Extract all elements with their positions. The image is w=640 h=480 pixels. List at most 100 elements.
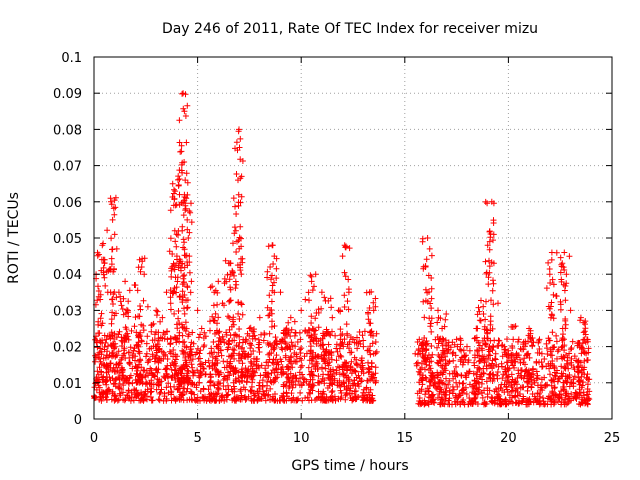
data-point [548, 256, 555, 263]
data-point [325, 362, 332, 369]
data-point [360, 343, 367, 350]
data-point [502, 396, 509, 403]
data-point [143, 350, 150, 357]
data-point [561, 364, 568, 371]
data-point [309, 360, 316, 367]
data-point [302, 395, 309, 401]
y-tick-label: 0.05 [53, 232, 82, 247]
data-point [372, 364, 379, 371]
data-point [201, 397, 208, 404]
data-point [534, 349, 541, 356]
data-point [108, 255, 115, 262]
data-point [194, 307, 201, 314]
data-point [514, 375, 521, 381]
data-point [315, 373, 322, 380]
data-point [231, 224, 238, 231]
data-point [171, 310, 178, 317]
data-point [546, 271, 553, 278]
data-point [173, 321, 180, 328]
data-point [508, 371, 515, 378]
data-point [353, 361, 360, 368]
data-point [305, 364, 312, 371]
data-point [212, 355, 219, 362]
data-point [216, 397, 223, 404]
data-point [554, 355, 560, 362]
data-point [113, 361, 120, 368]
data-point [541, 356, 548, 362]
data-point [182, 202, 189, 209]
data-point [112, 204, 119, 211]
data-point [338, 390, 345, 396]
data-point [225, 372, 231, 379]
data-point [530, 370, 537, 377]
data-point [150, 381, 157, 388]
data-point [584, 357, 591, 363]
data-point [214, 327, 220, 334]
data-point [256, 395, 263, 402]
data-point [233, 378, 240, 384]
data-point [159, 314, 166, 321]
data-point [367, 351, 374, 358]
data-point [459, 389, 466, 396]
data-point [424, 235, 431, 241]
data-point [419, 235, 426, 242]
data-point [341, 269, 348, 276]
data-point [181, 292, 188, 298]
data-point [269, 242, 276, 249]
data-point [561, 342, 568, 349]
data-point [536, 346, 543, 352]
data-point [176, 338, 183, 345]
data-point [366, 394, 373, 401]
data-point [420, 298, 427, 305]
data-point [583, 374, 590, 381]
data-point [550, 291, 557, 298]
data-point [167, 235, 174, 242]
data-point [187, 343, 194, 350]
data-point [567, 307, 574, 314]
data-point [107, 335, 114, 342]
data-point [273, 275, 280, 282]
data-point [114, 352, 121, 359]
data-point [489, 287, 496, 294]
data-point [136, 313, 143, 320]
data-point [520, 393, 527, 400]
data-point [553, 338, 560, 345]
data-point [268, 343, 275, 350]
data-point [422, 341, 429, 348]
data-point [439, 325, 446, 332]
data-point [372, 295, 379, 302]
data-point [495, 342, 502, 349]
data-point [329, 388, 336, 394]
data-point [234, 238, 240, 245]
data-point [187, 209, 194, 216]
data-point [290, 378, 297, 385]
data-point [568, 391, 575, 398]
data-point [427, 394, 434, 401]
data-point [366, 366, 373, 373]
data-point [268, 298, 275, 305]
data-point [431, 380, 438, 387]
data-point [183, 139, 190, 146]
data-point [503, 397, 509, 404]
data-point [481, 359, 488, 366]
data-point [428, 315, 435, 322]
data-point [548, 299, 555, 306]
data-point [428, 320, 434, 327]
data-point [352, 368, 359, 375]
data-point [228, 352, 235, 359]
data-point [127, 372, 134, 379]
data-point [125, 336, 132, 343]
data-point [233, 342, 240, 349]
data-point [209, 395, 215, 402]
data-point [437, 386, 444, 393]
data-point [295, 378, 302, 385]
data-point [492, 356, 499, 363]
data-point [453, 336, 460, 343]
data-point [471, 396, 478, 402]
data-point [235, 310, 242, 317]
data-point [179, 299, 186, 306]
data-point [238, 271, 245, 278]
data-point [574, 392, 580, 399]
data-point [425, 400, 432, 406]
data-point [98, 267, 105, 274]
